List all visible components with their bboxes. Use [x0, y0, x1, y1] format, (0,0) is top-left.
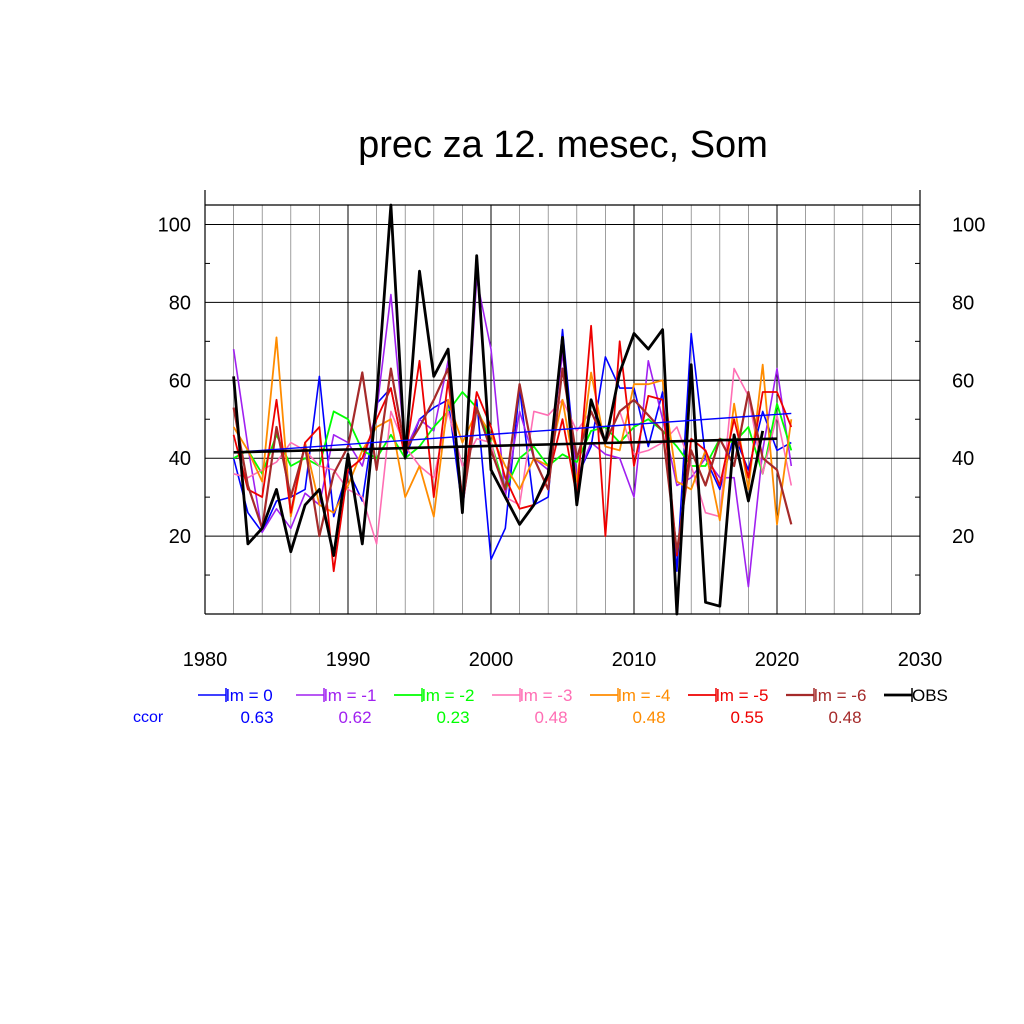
- y-tick-label-right: 20: [952, 526, 974, 548]
- y-tick-label: 60: [169, 370, 191, 392]
- series-line-5: [232, 324, 793, 573]
- x-tick-label: 1990: [326, 649, 371, 671]
- legend-label: lm = -3: [520, 686, 572, 705]
- ccor-label: ccor: [133, 709, 164, 726]
- legend-label: lm = -5: [716, 686, 768, 705]
- x-tick-label: 2010: [612, 649, 657, 671]
- ccor-value: 0.23: [436, 708, 469, 727]
- y-tick-label-right: 80: [952, 292, 974, 314]
- legend-label: OBS: [912, 686, 948, 705]
- x-tick-label: 2020: [755, 649, 800, 671]
- series-line-7: [232, 203, 765, 616]
- y-tick-label-right: 60: [952, 370, 974, 392]
- trend-line-0: [233, 412, 792, 454]
- ccor-value: 0.48: [534, 708, 567, 727]
- y-tick-label-right: 100: [952, 214, 985, 236]
- plot-area: [232, 203, 793, 616]
- y-tick-label: 100: [158, 214, 191, 236]
- legend-label: lm = -4: [618, 686, 670, 705]
- x-tick-label: 2030: [898, 649, 943, 671]
- ccor-value: 0.48: [828, 708, 861, 727]
- ccor-value: 0.62: [338, 708, 371, 727]
- ccor-value: 0.55: [730, 708, 763, 727]
- x-tick-label: 2000: [469, 649, 514, 671]
- y-tick-label: 80: [169, 292, 191, 314]
- legend-label: lm = -2: [422, 686, 474, 705]
- y-tick-label: 40: [169, 448, 191, 470]
- x-tick-label: 1980: [183, 649, 228, 671]
- y-tick-label: 20: [169, 526, 191, 548]
- y-tick-label-right: 40: [952, 448, 974, 470]
- grid: [205, 205, 920, 614]
- legend-label: lm = 0: [226, 686, 273, 705]
- ccor-value: 0.63: [240, 708, 273, 727]
- chart-title: prec za 12. mesec, Som: [358, 124, 768, 166]
- trend-line-7: [233, 437, 778, 454]
- ccor-value: 0.48: [632, 708, 665, 727]
- legend: ccor lm = 0 0.63 lm = -1 0.62 lm = -2 0.23 lm =…: [133, 686, 948, 727]
- legend-label: lm = -1: [324, 686, 376, 705]
- legend-label: lm = -6: [814, 686, 866, 705]
